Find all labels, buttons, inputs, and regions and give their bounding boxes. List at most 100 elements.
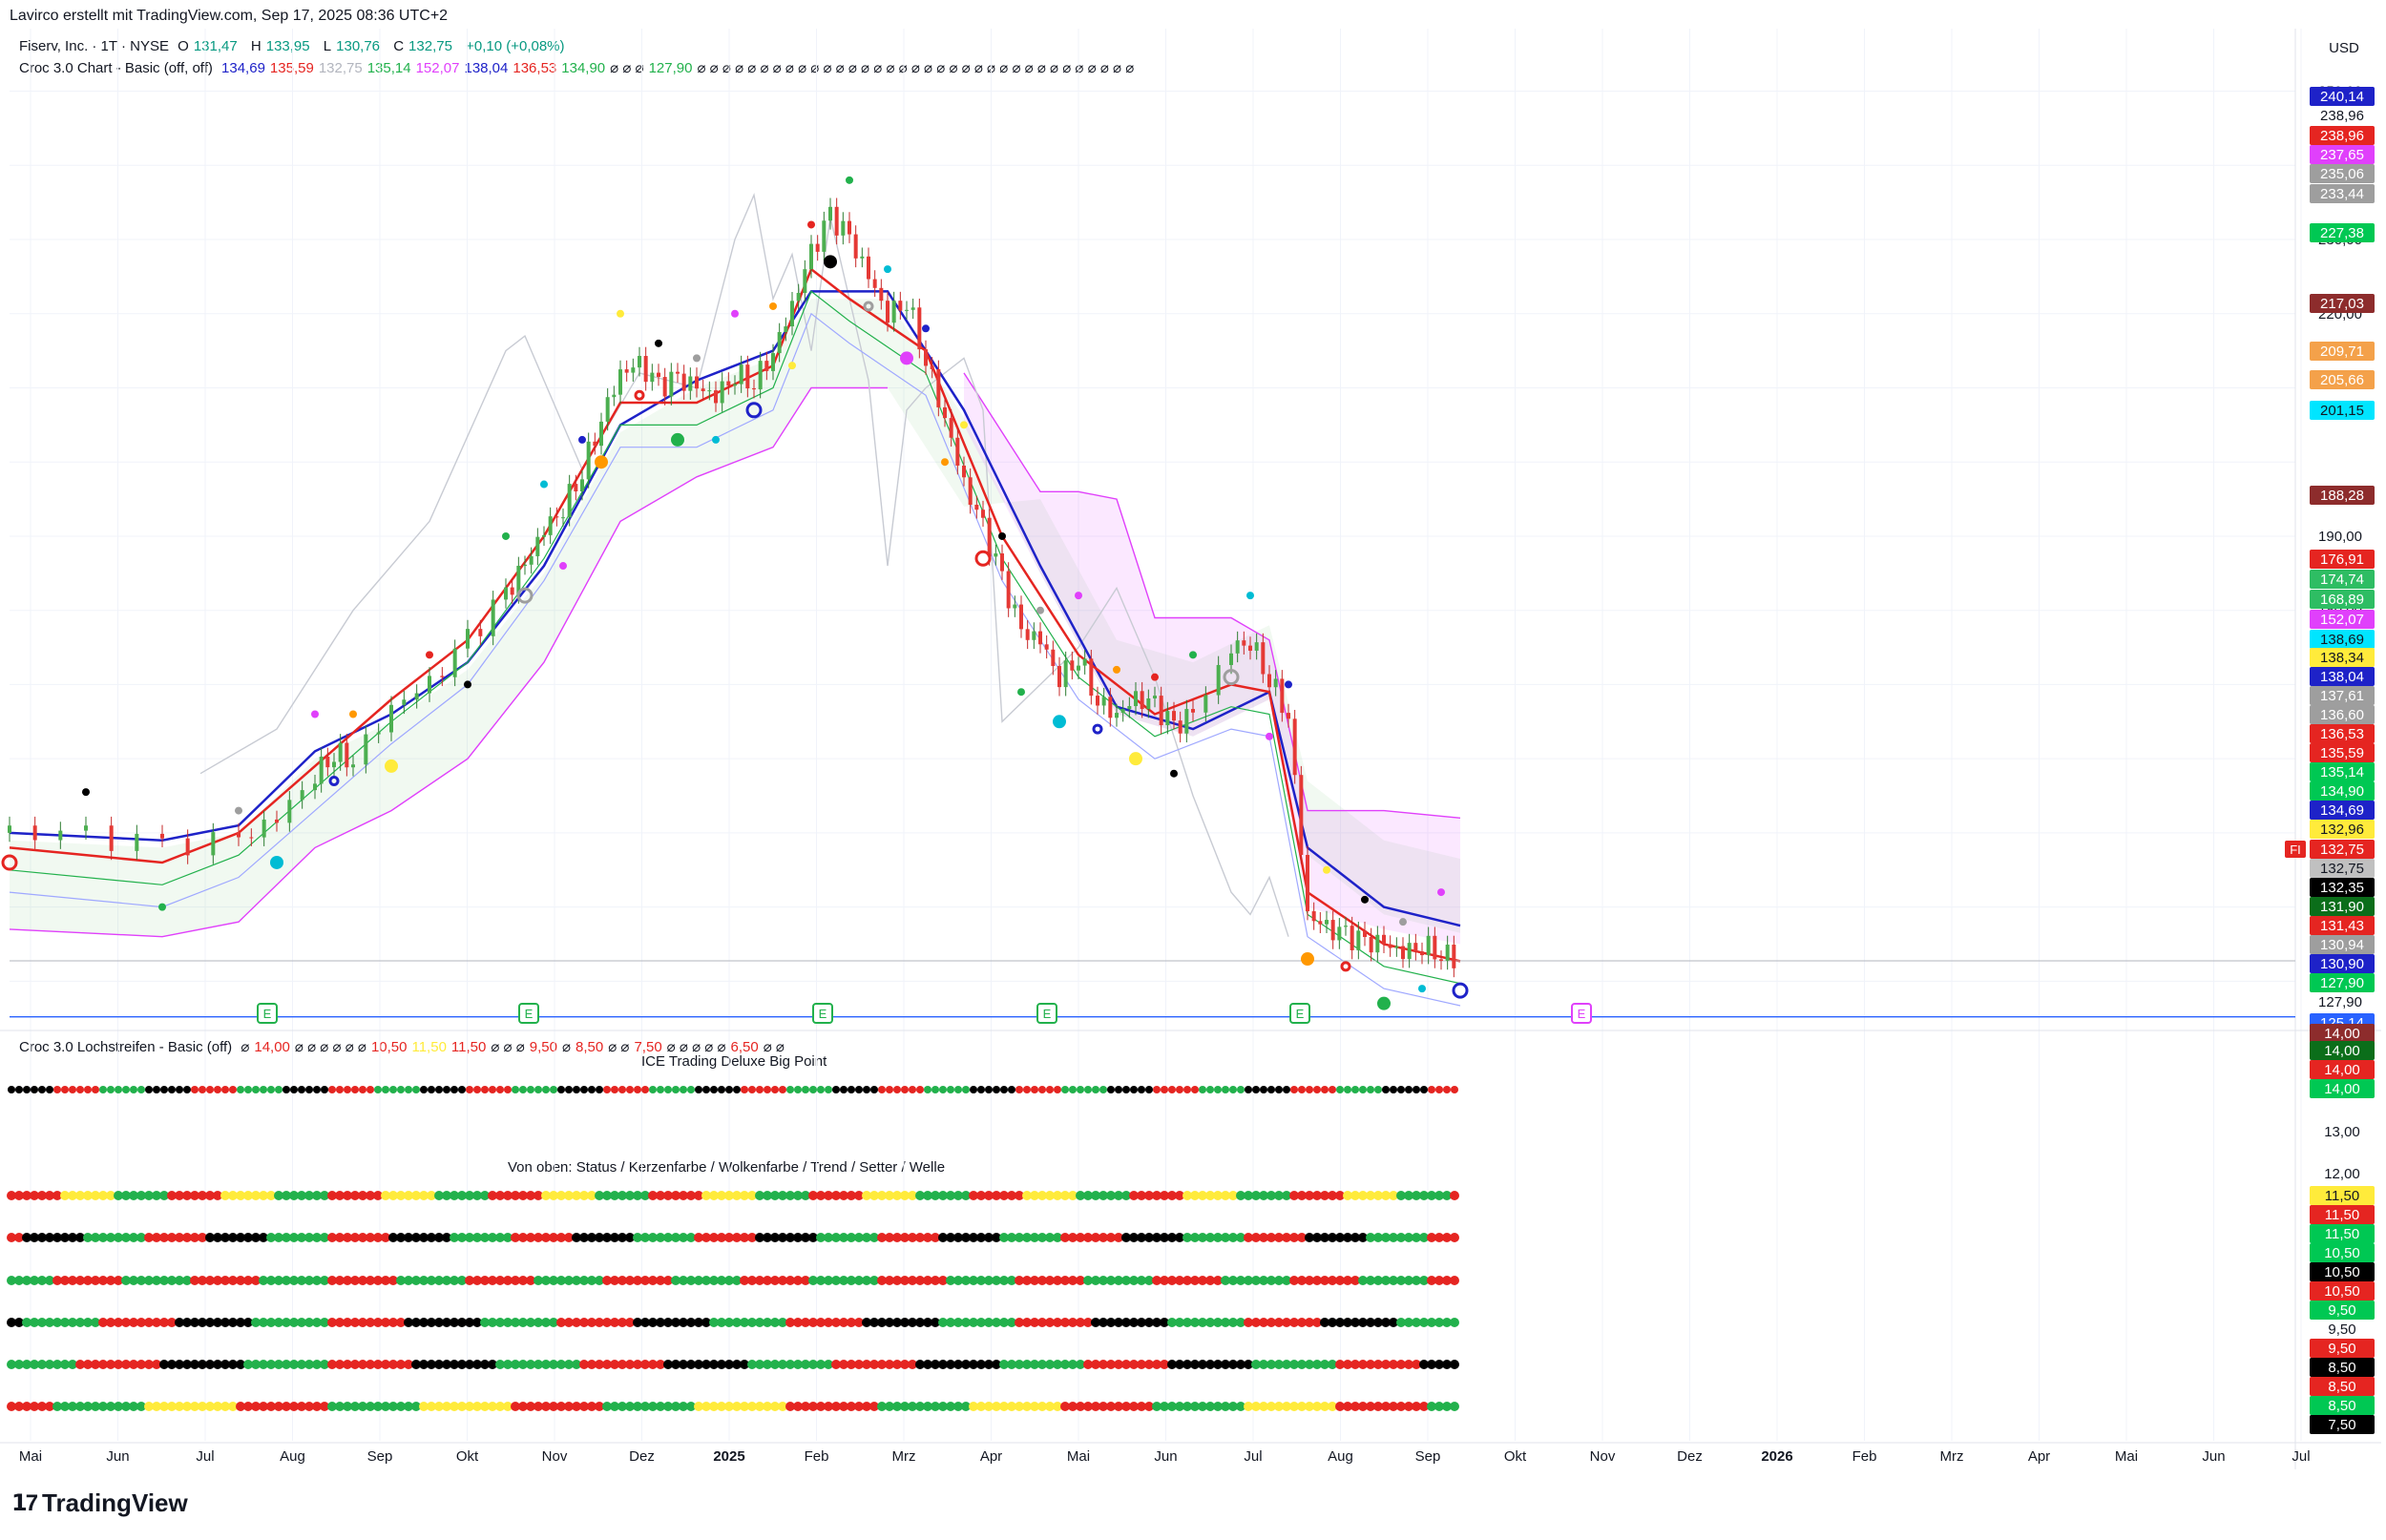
strip-dot xyxy=(282,1191,291,1200)
strip-dot xyxy=(519,1086,527,1093)
strip-dot xyxy=(373,1276,383,1285)
strip-dot xyxy=(7,1360,16,1369)
price-badge-label: 132,96 xyxy=(2320,822,2364,838)
strip-dot xyxy=(1068,1191,1078,1200)
strip-dot xyxy=(801,1191,810,1200)
strip-dot xyxy=(427,1191,436,1200)
strip-dot xyxy=(1183,1318,1192,1327)
indicator-croc-chart-legend[interactable]: Croc 3.0 Chart - Basic (off, off) 134,69… xyxy=(19,59,1139,76)
strip-dot xyxy=(1199,1086,1206,1093)
strip-dot xyxy=(999,1318,1009,1327)
strip-dot xyxy=(434,1191,444,1200)
strip-dot xyxy=(534,1191,543,1200)
candle-body xyxy=(1159,696,1163,726)
strip-dot xyxy=(946,1318,955,1327)
candle-body xyxy=(949,418,953,438)
candle-body xyxy=(376,732,381,735)
candle-body xyxy=(529,555,534,565)
strip-dot xyxy=(1373,1402,1383,1411)
strip-dot xyxy=(60,1233,70,1242)
strip-dot xyxy=(541,1233,551,1242)
strip-dot xyxy=(160,1086,168,1093)
strip-dot xyxy=(1381,1318,1391,1327)
strip-dot xyxy=(159,1276,169,1285)
strip-dot xyxy=(1183,1276,1192,1285)
strip-dot xyxy=(1427,1360,1436,1369)
strip-dot xyxy=(106,1360,115,1369)
strip-dot xyxy=(1343,1318,1352,1327)
candle-body xyxy=(943,406,947,419)
candle-body xyxy=(1127,706,1132,710)
x-tick-label: Okt xyxy=(1504,1448,1527,1465)
strip-dot xyxy=(350,1191,360,1200)
strip-dot xyxy=(496,1086,504,1093)
candle-body xyxy=(1254,642,1259,651)
strip-dot xyxy=(717,1402,726,1411)
strip-dot xyxy=(382,1086,389,1093)
strip-dot xyxy=(763,1318,772,1327)
signal-dot xyxy=(846,176,853,184)
strip-dot xyxy=(1389,1276,1398,1285)
strip-dot xyxy=(60,1191,70,1200)
strip-dot xyxy=(1129,1318,1139,1327)
strip-dot xyxy=(763,1360,772,1369)
strip-dot xyxy=(259,1402,268,1411)
strip-dot xyxy=(770,1318,780,1327)
strip-dot xyxy=(1237,1086,1245,1093)
strip-dot xyxy=(327,1402,337,1411)
candle-body xyxy=(681,373,686,391)
strip-dot xyxy=(976,1233,986,1242)
strip-dot xyxy=(564,1318,574,1327)
strip-dot xyxy=(1244,1360,1253,1369)
strip-dot xyxy=(228,1360,238,1369)
strip-dot xyxy=(1312,1191,1322,1200)
signal-dot xyxy=(731,309,739,318)
price-badge-label: 238,96 xyxy=(2320,108,2364,124)
strip-dot xyxy=(1245,1086,1252,1093)
indicator-value: 11,50 xyxy=(411,1039,447,1055)
signal-dot xyxy=(595,455,608,469)
price-chart[interactable]: Mai Jun Jul Aug Sep Okt Nov Dez 2025 Feb Mrz Apr Mai… xyxy=(0,0,2386,1488)
strip-dot xyxy=(480,1402,490,1411)
strip-dot xyxy=(366,1233,375,1242)
strip-dot xyxy=(640,1402,650,1411)
price-badge-label: 138,34 xyxy=(2320,650,2364,666)
strip-dot xyxy=(1152,1402,1162,1411)
candle-body xyxy=(1134,691,1138,707)
strip-dot xyxy=(236,1233,245,1242)
strip-dot xyxy=(801,1360,810,1369)
strip-dot xyxy=(495,1360,505,1369)
symbol-name[interactable]: Fiserv, Inc. · 1T · NYSE xyxy=(19,38,169,54)
indicator-name[interactable]: Croc 3.0 Lochstreifen - Basic (off) xyxy=(19,1039,233,1055)
tradingview-logo[interactable]: 𝟭7 TradingView xyxy=(11,1488,188,1517)
strip-dot xyxy=(37,1360,47,1369)
strip-dot xyxy=(30,1360,39,1369)
strip-dot xyxy=(847,1318,856,1327)
strip-dot xyxy=(1121,1191,1131,1200)
strip-dot xyxy=(847,1276,856,1285)
strip-dot xyxy=(1373,1233,1383,1242)
strip-dot xyxy=(931,1276,940,1285)
strip-dot xyxy=(1221,1318,1230,1327)
strip-dot xyxy=(504,1086,512,1093)
strip-dot xyxy=(8,1086,15,1093)
strip-dot xyxy=(427,1402,436,1411)
candle-body xyxy=(516,565,521,595)
strip-dot xyxy=(732,1402,742,1411)
strip-dot xyxy=(144,1360,154,1369)
strip-dot xyxy=(1022,1191,1032,1200)
candle-body xyxy=(981,510,985,518)
symbol-legend[interactable]: Fiserv, Inc. · 1T · NYSE O 131,47 H 133,95… xyxy=(19,38,570,54)
strip-dot xyxy=(1045,1233,1055,1242)
strip-dot xyxy=(717,1276,726,1285)
strip-dot xyxy=(839,1402,848,1411)
indicator-name[interactable]: Croc 3.0 Chart - Basic (off, off) xyxy=(19,60,213,76)
strip-dot xyxy=(785,1191,795,1200)
candle-body xyxy=(962,465,966,478)
strip-dot xyxy=(862,1276,871,1285)
strip-dot xyxy=(640,1191,650,1200)
strip-dot xyxy=(1450,1318,1459,1327)
candle-body xyxy=(1311,911,1316,922)
strip-dot xyxy=(1312,1318,1322,1327)
price-badge xyxy=(2310,705,2375,724)
